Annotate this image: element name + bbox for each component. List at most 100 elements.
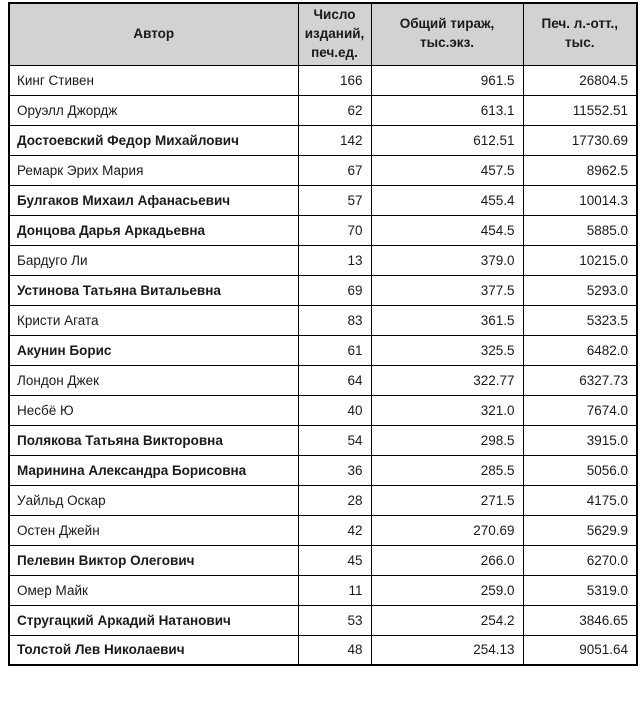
circulation-cell: 961.5 bbox=[370, 64, 524, 96]
author-cell: Акунин Борис bbox=[8, 334, 299, 366]
table-row: Уайльд Оскар 28 271.5 4175.0 bbox=[8, 484, 638, 516]
sheets-cell: 11552.51 bbox=[522, 94, 638, 126]
editions-cell: 42 bbox=[297, 514, 372, 546]
author-cell: Омер Майк bbox=[8, 574, 299, 606]
editions-cell: 57 bbox=[297, 184, 372, 216]
table-row: Кристи Агата 83 361.5 5323.5 bbox=[8, 304, 638, 336]
table-row: Донцова Дарья Аркадьевна 70 454.5 5885.0 bbox=[8, 214, 638, 246]
table-row: Полякова Татьяна Викторовна 54 298.5 391… bbox=[8, 424, 638, 456]
table-row: Пелевин Виктор Олегович 45 266.0 6270.0 bbox=[8, 544, 638, 576]
editions-cell: 54 bbox=[297, 424, 372, 456]
circulation-cell: 457.5 bbox=[370, 154, 524, 186]
circulation-cell: 285.5 bbox=[370, 454, 524, 486]
sheets-cell: 9051.64 bbox=[522, 634, 638, 666]
circulation-cell: 322.77 bbox=[370, 364, 524, 396]
header-author: Автор bbox=[8, 2, 299, 66]
author-cell: Достоевский Федор Михайлович bbox=[8, 124, 299, 156]
editions-cell: 69 bbox=[297, 274, 372, 306]
table-row: Стругацкий Аркадий Натанович 53 254.2 38… bbox=[8, 604, 638, 636]
editions-cell: 64 bbox=[297, 364, 372, 396]
table-row: Достоевский Федор Михайлович 142 612.51 … bbox=[8, 124, 638, 156]
sheets-cell: 5293.0 bbox=[522, 274, 638, 306]
author-cell: Ремарк Эрих Мария bbox=[8, 154, 299, 186]
table-row: Несбё Ю 40 321.0 7674.0 bbox=[8, 394, 638, 426]
sheets-cell: 5885.0 bbox=[522, 214, 638, 246]
circulation-cell: 377.5 bbox=[370, 274, 524, 306]
sheets-cell: 26804.5 bbox=[522, 64, 638, 96]
circulation-cell: 270.69 bbox=[370, 514, 524, 546]
table-row: Булгаков Михаил Афанасьевич 57 455.4 100… bbox=[8, 184, 638, 216]
circulation-cell: 454.5 bbox=[370, 214, 524, 246]
author-cell: Остен Джейн bbox=[8, 514, 299, 546]
circulation-cell: 266.0 bbox=[370, 544, 524, 576]
header-sheets: Печ. л.-отт., тыс. bbox=[522, 2, 638, 66]
circulation-cell: 361.5 bbox=[370, 304, 524, 336]
author-cell: Донцова Дарья Аркадьевна bbox=[8, 214, 299, 246]
sheets-cell: 3915.0 bbox=[522, 424, 638, 456]
sheets-cell: 5056.0 bbox=[522, 454, 638, 486]
table-row: Омер Майк 11 259.0 5319.0 bbox=[8, 574, 638, 606]
sheets-cell: 5323.5 bbox=[522, 304, 638, 336]
editions-cell: 36 bbox=[297, 454, 372, 486]
author-cell: Лондон Джек bbox=[8, 364, 299, 396]
table-row: Бардуго Ли 13 379.0 10215.0 bbox=[8, 244, 638, 276]
table-row: Толстой Лев Николаевич 48 254.13 9051.64 bbox=[8, 634, 638, 666]
sheets-cell: 10215.0 bbox=[522, 244, 638, 276]
editions-cell: 62 bbox=[297, 94, 372, 126]
sheets-cell: 10014.3 bbox=[522, 184, 638, 216]
author-cell: Маринина Александра Борисовна bbox=[8, 454, 299, 486]
sheets-cell: 8962.5 bbox=[522, 154, 638, 186]
editions-cell: 40 bbox=[297, 394, 372, 426]
circulation-cell: 325.5 bbox=[370, 334, 524, 366]
editions-cell: 45 bbox=[297, 544, 372, 576]
circulation-cell: 379.0 bbox=[370, 244, 524, 276]
table-row: Кинг Стивен 166 961.5 26804.5 bbox=[8, 64, 638, 96]
author-cell: Толстой Лев Николаевич bbox=[8, 634, 299, 666]
sheets-cell: 6482.0 bbox=[522, 334, 638, 366]
author-cell: Булгаков Михаил Афанасьевич bbox=[8, 184, 299, 216]
sheets-cell: 5319.0 bbox=[522, 574, 638, 606]
sheets-cell: 6270.0 bbox=[522, 544, 638, 576]
author-cell: Оруэлл Джордж bbox=[8, 94, 299, 126]
circulation-cell: 612.51 bbox=[370, 124, 524, 156]
sheets-cell: 17730.69 bbox=[522, 124, 638, 156]
table-row: Маринина Александра Борисовна 36 285.5 5… bbox=[8, 454, 638, 486]
table-body: Кинг Стивен 166 961.5 26804.5 Оруэлл Джо… bbox=[8, 64, 638, 666]
table-row: Лондон Джек 64 322.77 6327.73 bbox=[8, 364, 638, 396]
authors-table: Автор Число изданий, печ.ед. Общий тираж… bbox=[8, 2, 638, 667]
editions-cell: 28 bbox=[297, 484, 372, 516]
editions-cell: 142 bbox=[297, 124, 372, 156]
editions-cell: 53 bbox=[297, 604, 372, 636]
sheets-cell: 7674.0 bbox=[522, 394, 638, 426]
header-circulation: Общий тираж, тыс.экз. bbox=[370, 2, 524, 66]
editions-cell: 48 bbox=[297, 634, 372, 666]
circulation-cell: 455.4 bbox=[370, 184, 524, 216]
table-row: Устинова Татьяна Витальевна 69 377.5 529… bbox=[8, 274, 638, 306]
editions-cell: 13 bbox=[297, 244, 372, 276]
sheets-cell: 5629.9 bbox=[522, 514, 638, 546]
sheets-cell: 6327.73 bbox=[522, 364, 638, 396]
author-cell: Пелевин Виктор Олегович bbox=[8, 544, 299, 576]
table-row: Ремарк Эрих Мария 67 457.5 8962.5 bbox=[8, 154, 638, 186]
author-cell: Кинг Стивен bbox=[8, 64, 299, 96]
sheets-cell: 3846.65 bbox=[522, 604, 638, 636]
author-cell: Полякова Татьяна Викторовна bbox=[8, 424, 299, 456]
author-cell: Несбё Ю bbox=[8, 394, 299, 426]
editions-cell: 61 bbox=[297, 334, 372, 366]
circulation-cell: 254.13 bbox=[370, 634, 524, 666]
author-cell: Уайльд Оскар bbox=[8, 484, 299, 516]
circulation-cell: 271.5 bbox=[370, 484, 524, 516]
circulation-cell: 254.2 bbox=[370, 604, 524, 636]
circulation-cell: 613.1 bbox=[370, 94, 524, 126]
author-cell: Устинова Татьяна Витальевна bbox=[8, 274, 299, 306]
editions-cell: 11 bbox=[297, 574, 372, 606]
table-row: Остен Джейн 42 270.69 5629.9 bbox=[8, 514, 638, 546]
circulation-cell: 259.0 bbox=[370, 574, 524, 606]
editions-cell: 83 bbox=[297, 304, 372, 336]
table-row: Оруэлл Джордж 62 613.1 11552.51 bbox=[8, 94, 638, 126]
author-cell: Стругацкий Аркадий Натанович bbox=[8, 604, 299, 636]
author-cell: Кристи Агата bbox=[8, 304, 299, 336]
editions-cell: 67 bbox=[297, 154, 372, 186]
header-row: Автор Число изданий, печ.ед. Общий тираж… bbox=[8, 2, 638, 66]
author-cell: Бардуго Ли bbox=[8, 244, 299, 276]
